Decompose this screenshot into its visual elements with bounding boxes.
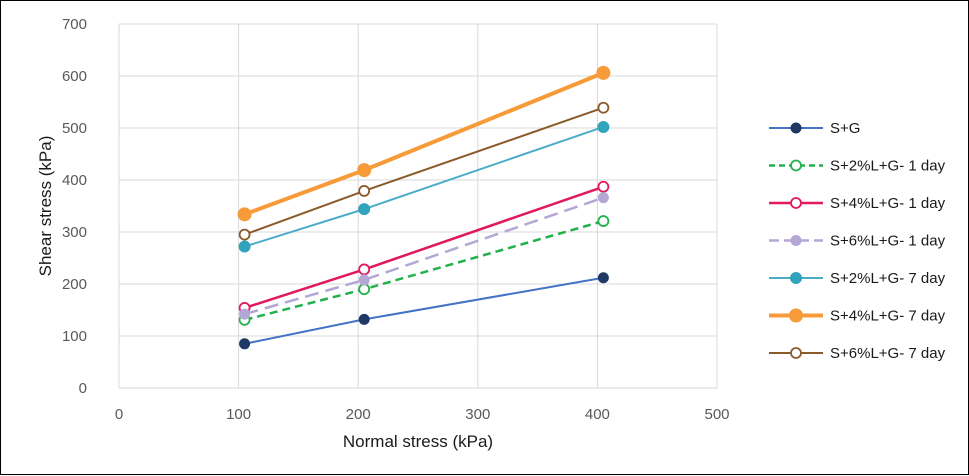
series-3 — [239, 192, 609, 320]
series-line — [243, 71, 605, 217]
legend-item: S+4%L+G- 1 day — [769, 195, 946, 212]
data-point — [596, 65, 611, 80]
data-point — [597, 101, 610, 114]
grid — [118, 23, 718, 389]
legend-item: S+4%L+G- 7 day — [769, 308, 946, 325]
data-point — [239, 338, 251, 350]
data-point — [597, 120, 610, 133]
legend-label: S+4%L+G- 7 day — [830, 308, 946, 325]
legend-swatch-marker — [790, 197, 802, 209]
data-point — [357, 163, 372, 178]
data-point — [597, 272, 609, 284]
x-tick-label: 100 — [226, 406, 251, 423]
x-tick-label: 400 — [585, 406, 610, 423]
y-tick-label: 200 — [62, 276, 87, 293]
data-point — [358, 283, 371, 296]
legend-label: S+G — [830, 120, 860, 137]
series-4 — [238, 120, 610, 253]
data-point — [358, 185, 371, 197]
legend-swatch-marker — [789, 308, 803, 323]
series-0 — [239, 272, 609, 350]
series-line — [244, 185, 604, 310]
data-point — [597, 180, 610, 193]
y-tick-label: 700 — [62, 16, 87, 33]
data-point — [358, 203, 371, 216]
legend-item: S+2%L+G- 7 day — [769, 270, 946, 287]
data-point — [597, 192, 609, 204]
legend-label: S+2%L+G- 1 day — [830, 158, 946, 175]
legend-label: S+6%L+G- 7 day — [830, 345, 946, 362]
y-tick-label: 600 — [62, 68, 87, 85]
legend-label: S+6%L+G- 1 day — [830, 233, 946, 250]
data-point — [238, 228, 251, 241]
series-line — [244, 219, 604, 322]
y-tick-label: 400 — [62, 172, 87, 189]
x-tick-label: 300 — [465, 406, 490, 423]
series-5 — [237, 65, 611, 222]
legend-swatch-marker — [790, 347, 802, 359]
data-point — [358, 263, 371, 276]
x-axis-title: Normal stress (kPa) — [343, 432, 493, 451]
data-point — [239, 308, 251, 320]
x-tick-label: 500 — [704, 406, 729, 423]
series-6 — [238, 101, 610, 241]
legend-item: S+2%L+G- 1 day — [769, 158, 946, 175]
legend-swatch-marker — [790, 122, 802, 134]
x-tick-label: 200 — [346, 406, 371, 423]
y-tick-labels: 0 100 200 300 400 500 600 700 — [62, 16, 87, 397]
legend-swatch-marker — [790, 235, 802, 246]
series-line — [244, 276, 604, 345]
y-axis-title: Shear stress (kPa) — [36, 136, 55, 277]
legend-label: S+2%L+G- 7 day — [830, 270, 946, 287]
legend-item: S+6%L+G- 7 day — [769, 345, 946, 362]
data-point — [597, 215, 610, 227]
data-point — [358, 313, 370, 325]
legend-item: S+G — [769, 120, 860, 137]
y-tick-label: 0 — [79, 380, 87, 397]
legend-swatch-marker — [790, 272, 802, 284]
data-point — [358, 274, 370, 286]
series-layer — [237, 65, 611, 350]
legend: S+G S+2%L+G- 1 day S+4%L+G- 1 day S+6%L+G- … — [769, 120, 946, 362]
legend-swatch-marker — [790, 159, 802, 172]
legend-label: S+4%L+G- 1 day — [830, 195, 946, 212]
x-tick-label: 0 — [115, 406, 123, 423]
data-point — [238, 240, 251, 253]
series-2 — [238, 180, 610, 314]
data-point — [237, 207, 252, 222]
y-tick-label: 300 — [62, 224, 87, 241]
y-tick-label: 500 — [62, 120, 87, 137]
legend-item: S+6%L+G- 1 day — [769, 233, 946, 250]
x-tick-labels: 0 100 200 300 400 500 — [115, 406, 730, 423]
y-tick-label: 100 — [62, 328, 87, 345]
